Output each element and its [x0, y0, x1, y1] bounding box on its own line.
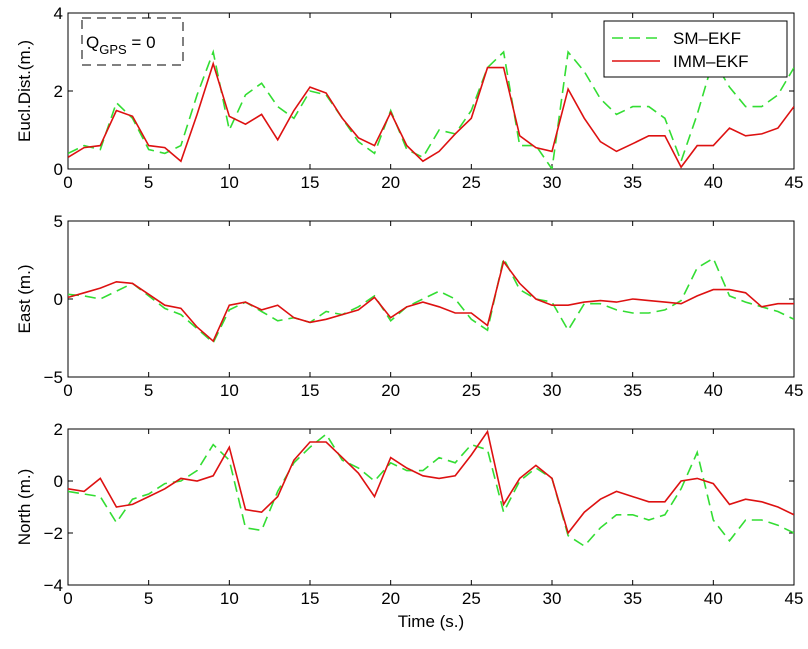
x-tick-label: 40 [704, 381, 723, 400]
x-tick-label: 20 [381, 589, 400, 608]
y-tick-label: −4 [44, 576, 63, 595]
x-tick-label: 10 [220, 173, 239, 192]
panel-3: 0 5 10 15 20 25 30 35 40 45 −4 −2 0 2 North (m.) Time (… [15, 420, 803, 631]
x-tick-label: 30 [543, 381, 562, 400]
y-tick-label: 5 [54, 212, 63, 231]
y-axis-label: East (m.) [15, 265, 34, 334]
x-tick-label: 20 [381, 381, 400, 400]
y-tick-label: 0 [54, 290, 63, 309]
x-tick-label: 40 [704, 589, 723, 608]
x-tick-label: 10 [220, 381, 239, 400]
y-axis-label: North (m.) [15, 469, 34, 546]
axes-frame [67, 428, 795, 586]
annotation-tail: = 0 [127, 33, 156, 52]
x-tick-label: 10 [220, 589, 239, 608]
x-tick-label: 30 [543, 589, 562, 608]
series-line-sm-ekf [68, 49, 794, 169]
x-tick-label: 25 [462, 589, 481, 608]
x-tick-label: 40 [704, 173, 723, 192]
series-line-sm-ekf [68, 256, 794, 344]
series-line-imm-ekf [68, 61, 794, 169]
y-tick-label: −5 [44, 368, 63, 387]
y-tick-label: 2 [54, 420, 63, 439]
x-tick-label: 5 [144, 589, 153, 608]
x-tick-label: 0 [63, 589, 72, 608]
annotation-text: QGPS = 0 [86, 33, 156, 57]
series-line-imm-ekf [68, 259, 794, 343]
x-tick-label: 45 [785, 589, 804, 608]
y-tick-label: 4 [54, 4, 63, 23]
panel-1: 0 5 10 15 20 25 30 35 40 45 0 2 4 Eucl.Dist.(m.) SM–EK… [15, 4, 803, 192]
series-line-sm-ekf [68, 433, 794, 548]
x-tick-label: 35 [623, 173, 642, 192]
x-tick-label: 45 [785, 381, 804, 400]
x-tick-label: 0 [63, 381, 72, 400]
legend-label-imm-ekf: IMM–EKF [673, 52, 749, 71]
x-tick-label: 0 [63, 173, 72, 192]
x-tick-label: 45 [785, 173, 804, 192]
x-tick-label: 35 [623, 381, 642, 400]
annotation-sub: GPS [99, 42, 127, 57]
annotation-box [81, 17, 184, 66]
y-tick-label: −2 [44, 524, 63, 543]
x-tick-label: 25 [462, 173, 481, 192]
x-tick-label: 15 [301, 381, 320, 400]
y-axis-label: Eucl.Dist.(m.) [15, 40, 34, 142]
y-tick-label: 0 [54, 472, 63, 491]
annotation-q-gps: QGPS = 0 [81, 17, 184, 66]
axes-frame [67, 220, 795, 378]
x-tick-label: 35 [623, 589, 642, 608]
x-tick-label: 15 [301, 589, 320, 608]
legend: SM–EKF IMM–EKF [603, 20, 788, 78]
x-axis-label: Time (s.) [398, 612, 464, 631]
x-tick-label: 20 [381, 173, 400, 192]
series-line-imm-ekf [68, 429, 794, 535]
legend-box [603, 20, 788, 78]
y-tick-label: 2 [54, 82, 63, 101]
x-tick-label: 5 [144, 381, 153, 400]
x-tick-label: 15 [301, 173, 320, 192]
x-tick-label: 5 [144, 173, 153, 192]
legend-label-sm-ekf: SM–EKF [673, 29, 741, 48]
annotation-main: Q [86, 33, 99, 52]
panels: 0 5 10 15 20 25 30 35 40 45024Eucl.Dist.(m.)SM–EK… [15, 4, 803, 631]
x-tick-label: 25 [462, 381, 481, 400]
y-tick-label: 0 [54, 160, 63, 179]
x-tick-label: 30 [543, 173, 562, 192]
